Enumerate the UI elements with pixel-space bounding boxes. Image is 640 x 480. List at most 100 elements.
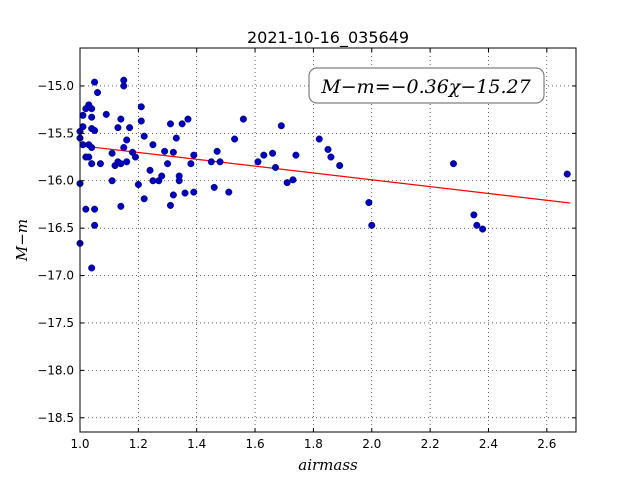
data-point [114, 124, 122, 132]
data-point [190, 188, 198, 196]
data-point [117, 202, 125, 210]
data-point [79, 111, 87, 119]
data-point [91, 221, 99, 229]
x-tick-label: 2.2 [421, 437, 440, 451]
data-point [140, 132, 148, 140]
data-point [79, 141, 87, 149]
data-point [91, 126, 99, 134]
data-point [79, 123, 87, 131]
data-point [175, 177, 183, 185]
data-point [88, 113, 96, 121]
data-point [120, 82, 128, 90]
data-point [187, 160, 195, 168]
data-point [231, 135, 239, 143]
data-point [368, 221, 376, 229]
data-point [149, 177, 157, 185]
x-tick-label: 1.2 [129, 437, 148, 451]
x-tick-label: 2.6 [537, 437, 556, 451]
data-point [166, 120, 174, 128]
data-point [166, 201, 174, 209]
data-point [283, 179, 291, 187]
data-point [172, 134, 180, 142]
x-axis-label: airmass [298, 456, 358, 474]
plot-frame [79, 47, 577, 433]
data-point [271, 163, 279, 171]
axis-ticks: 1.0 1.2 1.4 1.6 1.8 2.0 2.2 2.4 2.6 −15.0 −15.5 −16… [37, 48, 576, 451]
y-tick-label: −16.5 [37, 221, 74, 235]
fit-line [79, 145, 571, 204]
data-point [140, 195, 148, 203]
data-point [184, 115, 192, 123]
y-tick-label: −17.0 [37, 269, 74, 283]
data-point [563, 170, 571, 178]
chart-title: 2021-10-16_035649 [247, 28, 409, 48]
y-tick-label: −16.0 [37, 174, 74, 188]
data-point [289, 176, 297, 184]
x-tick-label: 2.0 [362, 437, 381, 451]
data-point [88, 264, 96, 272]
fit-equation: M−m=−0.36χ−15.27 [320, 76, 531, 98]
data-point [210, 183, 218, 191]
data-point [88, 144, 96, 152]
data-point [473, 221, 481, 229]
data-point [292, 151, 300, 159]
x-tick-label: 1.4 [187, 437, 206, 451]
data-point [178, 120, 186, 128]
data-point [324, 145, 332, 153]
data-point [137, 103, 145, 111]
data-point [169, 191, 177, 199]
data-point [164, 160, 172, 168]
data-point [161, 147, 169, 155]
y-tick-label: −15.5 [37, 126, 74, 140]
x-tick-label: 2.4 [479, 437, 498, 451]
data-point [365, 199, 373, 207]
data-point [123, 136, 131, 144]
data-point [181, 189, 189, 197]
data-point [260, 151, 268, 159]
data-point [94, 89, 102, 97]
data-point [102, 110, 110, 118]
y-tick-label: −17.5 [37, 316, 74, 330]
data-point [134, 181, 142, 189]
data-point [88, 105, 96, 113]
data-point [190, 151, 198, 159]
data-point [108, 177, 116, 185]
data-point [137, 117, 145, 125]
data-point [91, 78, 99, 86]
y-tick-label: −15.0 [37, 79, 74, 93]
data-point [470, 211, 478, 219]
data-point [149, 141, 157, 149]
data-point [327, 153, 335, 161]
data-point [82, 205, 90, 213]
annotation-box: M−m=−0.36χ−15.27 [308, 67, 545, 104]
data-point [123, 158, 131, 166]
data-point [336, 162, 344, 170]
data-point [254, 158, 262, 166]
data-point [269, 149, 277, 157]
data-point [169, 148, 177, 156]
data-point [207, 158, 215, 166]
fit-line-group [79, 145, 571, 204]
annotation-frame [308, 67, 545, 104]
data-point [146, 166, 154, 174]
data-point [88, 160, 96, 168]
data-point [117, 115, 125, 123]
y-tick-label: −18.0 [37, 363, 74, 377]
data-point [213, 147, 221, 155]
data-point [158, 172, 166, 180]
data-point [108, 149, 116, 157]
plot-area [80, 48, 576, 432]
data-point [315, 135, 323, 143]
data-point [239, 115, 247, 123]
data-point [96, 160, 104, 168]
x-tick-label: 1.8 [304, 437, 323, 451]
data-point [131, 153, 139, 161]
data-point [216, 158, 224, 166]
data-point [479, 225, 487, 233]
data-point [117, 160, 125, 168]
y-tick-label: −18.5 [37, 411, 74, 425]
data-point [91, 205, 99, 213]
data-point [126, 124, 134, 132]
data-point [85, 153, 93, 161]
